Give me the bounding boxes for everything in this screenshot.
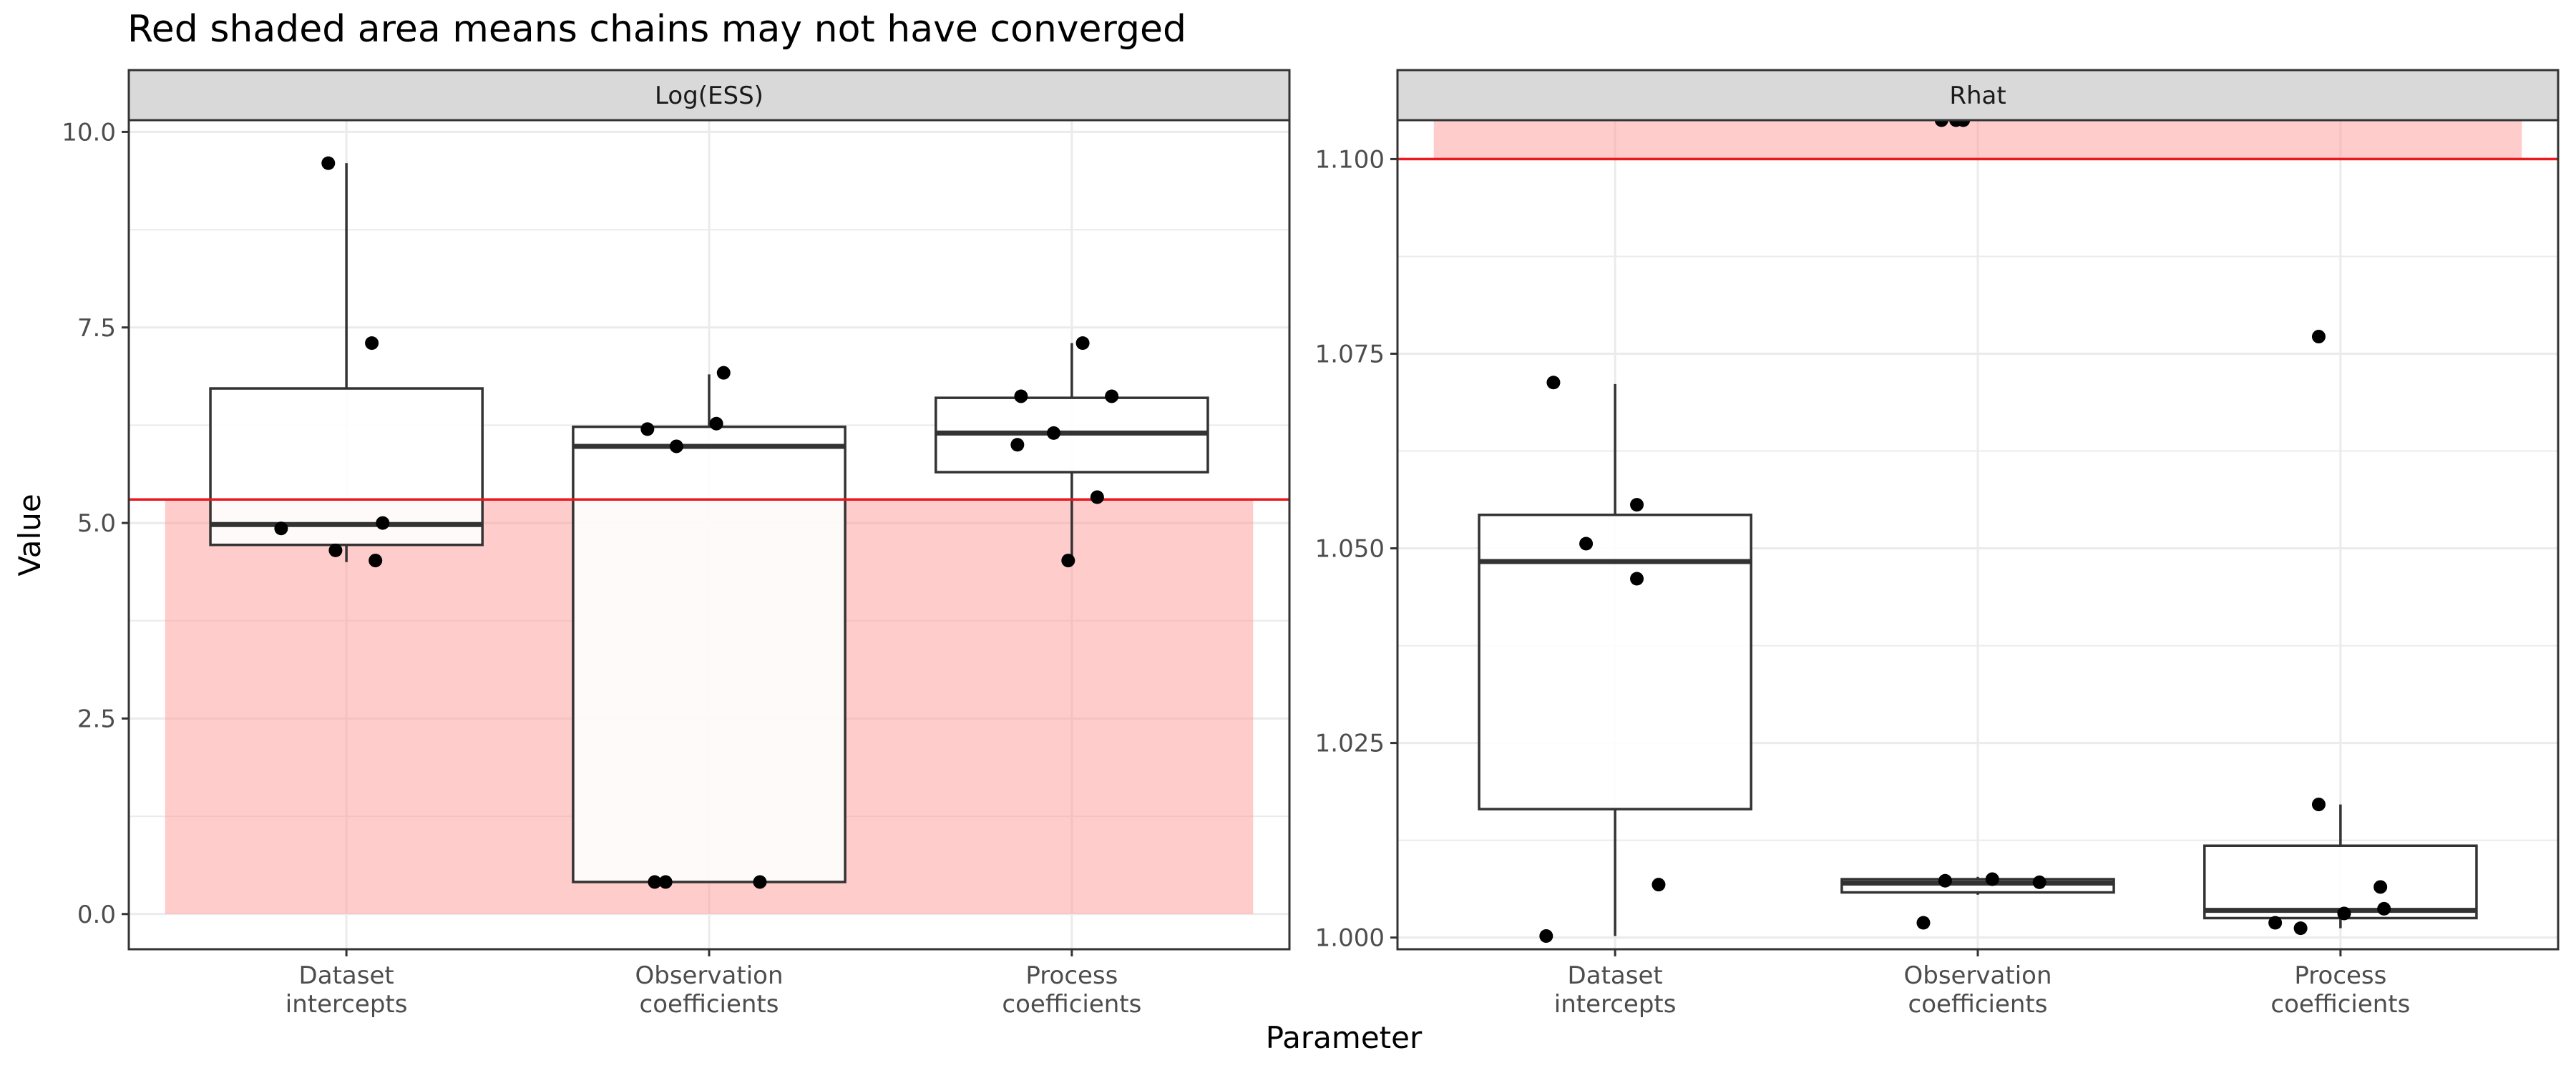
y-tick-label: 1.075 [1315,340,1385,368]
data-point [369,554,383,568]
x-axis-label: Parameter [1266,1020,1423,1055]
data-point [640,422,655,436]
data-point [2373,880,2388,894]
data-point [1539,929,1553,943]
box-iqr [572,425,847,883]
y-tick-label: 5.0 [77,509,116,538]
y-tick-label: 1.100 [1315,145,1385,174]
x-tick-label-line: Observation [635,961,783,990]
x-tick-label: Dataset intercepts [286,961,408,1019]
data-point [1105,389,1119,403]
data-point [669,439,683,454]
data-point [321,156,336,170]
data-point [1985,872,1999,886]
data-point [2311,798,2326,812]
data-point [1546,376,1561,390]
data-point [376,516,390,530]
box-iqr [209,387,484,547]
box-iqr [2203,844,2478,920]
data-point [1916,916,1931,930]
data-point [1579,536,1594,551]
data-point [709,416,723,431]
data-point [2032,875,2046,889]
data-point [658,875,673,889]
y-tick-label: 10.0 [62,118,116,147]
data-point [1014,389,1028,403]
data-point [1047,426,1061,440]
data-point [2268,916,2283,930]
x-tick-label-line: coefficients [2270,990,2410,1019]
data-point [2337,906,2351,921]
data-point [1630,498,1644,512]
x-tick-label-line: Dataset [1568,961,1663,990]
x-tick-label-line: Process [1025,961,1118,990]
data-point [1090,490,1104,504]
y-tick-label: 7.5 [77,314,116,343]
data-point [1630,572,1644,586]
facet-strip-label: Log(ESS) [655,82,763,110]
x-tick-label: Dataset intercepts [1554,961,1677,1019]
data-point [753,875,767,889]
facet-strip-label: Rhat [1949,82,2006,110]
y-tick-label: 1.000 [1315,924,1385,953]
facet-strip [127,69,1291,122]
panel-1: Rhat 1.000 1.025 1.050 1.075 1.100 Dataset inte… [1315,69,2560,1019]
x-tick-label: Observation coefficients [1903,961,2051,1019]
data-point [716,366,731,380]
data-point [1061,554,1075,568]
x-tick-label-line: Process [2294,961,2386,990]
x-tick-label: Process coefficients [1002,961,1141,1019]
facet-strip [1396,69,2560,122]
panel-0: Log(ESS) 0.0 2.5 5.0 7.5 10.0 Dataset intercept… [62,69,1291,1019]
x-tick-label-line: intercepts [286,990,408,1019]
data-point [328,543,343,557]
data-point [1652,878,1666,892]
data-point [274,521,288,536]
data-point [2377,901,2391,916]
x-tick-label-line: coefficients [1002,990,1141,1019]
data-point [1075,336,1090,351]
x-tick-label: Observation coefficients [635,961,783,1019]
data-point [365,336,379,351]
data-point [648,875,662,889]
y-tick-label: 0.0 [77,901,116,929]
data-point [1938,873,1952,888]
box-iqr [1478,513,1752,810]
x-tick-label-line: coefficients [640,990,779,1019]
x-tick-label-line: intercepts [1554,990,1677,1019]
data-point [1010,438,1025,452]
x-tick-label-line: Dataset [299,961,394,990]
y-tick-label: 2.5 [77,705,116,733]
non-convergence-shaded-area [1433,120,2522,160]
data-point [2293,921,2308,936]
data-point [2311,330,2326,344]
y-tick-label: 1.025 [1315,730,1385,758]
x-tick-label: Process coefficients [2270,961,2410,1019]
y-tick-label: 1.050 [1315,535,1385,564]
x-tick-label-line: Observation [1903,961,2051,990]
x-tick-label-line: coefficients [1908,990,2048,1019]
chart-title: Red shaded area means chains may not hav… [127,8,1186,51]
y-axis-label: Value [12,494,47,576]
